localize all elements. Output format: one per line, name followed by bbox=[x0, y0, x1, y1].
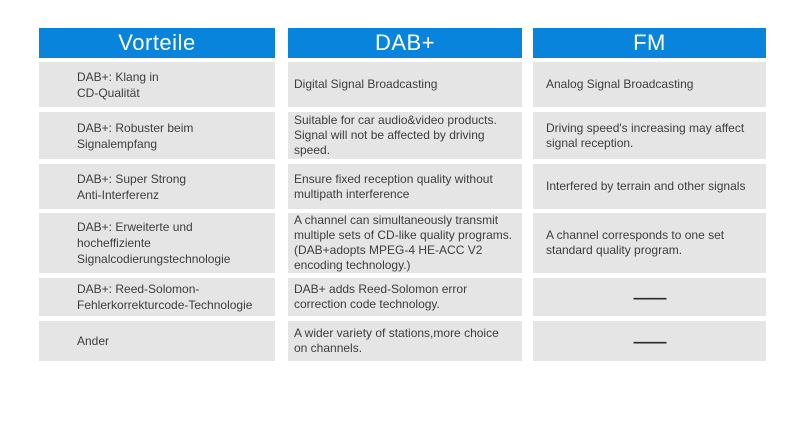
cell-vorteile-robuster: DAB+: Robuster beim Signalempfang bbox=[39, 112, 275, 159]
comparison-table: Vorteile DAB+: Klang in CD-Qualität DAB+… bbox=[39, 28, 766, 361]
cell-dab-digital: Digital Signal Broadcasting bbox=[288, 62, 522, 107]
column-header-dab: DAB+ bbox=[288, 28, 522, 58]
cell-fm-dash-2: —— bbox=[533, 321, 766, 361]
cell-fm-dash-1: —— bbox=[533, 278, 766, 316]
column-header-vorteile: Vorteile bbox=[39, 28, 275, 58]
column-fm: FM Analog Signal Broadcasting Driving sp… bbox=[533, 28, 766, 361]
column-vorteile: Vorteile DAB+: Klang in CD-Qualität DAB+… bbox=[39, 28, 275, 361]
column-dab: DAB+ Digital Signal Broadcasting Suitabl… bbox=[288, 28, 522, 361]
cell-dab-channel: A channel can simultaneously transmit mu… bbox=[288, 213, 522, 273]
cell-fm-driving: Driving speed's increasing may affect si… bbox=[533, 112, 766, 159]
cell-dab-variety: A wider variety of stations,more choice … bbox=[288, 321, 522, 361]
cell-dab-driving: Suitable for car audio&video products. S… bbox=[288, 112, 522, 159]
cell-fm-analog: Analog Signal Broadcasting bbox=[533, 62, 766, 107]
cell-vorteile-klang: DAB+: Klang in CD-Qualität bbox=[39, 62, 275, 107]
cell-vorteile-reedsolomon: DAB+: Reed-Solomon- Fehlerkorrekturcode-… bbox=[39, 278, 275, 316]
cell-dab-reedsolomon: DAB+ adds Reed-Solomon error correction … bbox=[288, 278, 522, 316]
cell-vorteile-signalcodierung: DAB+: Erweiterte und hocheffiziente Sign… bbox=[39, 213, 275, 273]
cell-fm-interfered: Interfered by terrain and other signals bbox=[533, 164, 766, 209]
cell-dab-multipath: Ensure fixed reception quality without m… bbox=[288, 164, 522, 209]
cell-fm-channel: A channel corresponds to one set standar… bbox=[533, 213, 766, 273]
column-header-fm: FM bbox=[533, 28, 766, 58]
cell-vorteile-antiinterferenz: DAB+: Super Strong Anti-Interferenz bbox=[39, 164, 275, 209]
cell-vorteile-ander: Ander bbox=[39, 321, 275, 361]
